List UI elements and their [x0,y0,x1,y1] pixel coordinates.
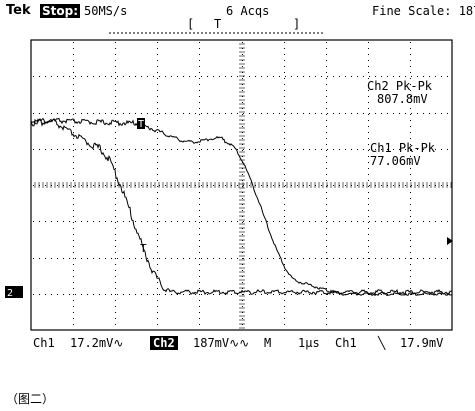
ch2-ground-marker[interactable] [5,286,23,298]
ch2-ground-marker-label: 2 [7,288,13,299]
ch2-measurement-value: 807.8mV [377,92,428,106]
ch2-scale: 187mV∿∿ [193,336,250,350]
ch2-label[interactable]: Ch2 [150,336,178,350]
status-bar: Tek Stop: 50MS/s 6 Acqs Fine Scale: 187m [0,0,475,22]
ch2-trace-t-marker [137,118,145,129]
fine-scale: Fine Scale: 187m [372,4,475,18]
acquisition-count: 6 Acqs [226,4,270,18]
ch1-waveform [30,118,453,296]
timebase-value: 1μs [298,336,320,350]
ch1-measurement-label: Ch1 Pk-Pk [370,141,436,155]
acquisition-mode[interactable]: Stop: [40,4,81,18]
brand-label: Tek [6,3,31,18]
trigger-source: Ch1 [335,336,357,350]
scope-display[interactable]: T T 2 [0,0,475,390]
graticule-grid [30,39,452,329]
ch1-measurement-value: 77.06mV [370,154,421,168]
bracket-left: [ [187,18,194,31]
trigger-level: 17.9mV [400,336,444,350]
ch2-measurement-label: Ch2 Pk-Pk [367,79,433,93]
ch2-trace-t-label: T [138,119,144,130]
sample-rate: 50MS/s [84,4,128,18]
trigger-level-arrow-icon[interactable] [447,237,453,245]
main-timebase-label: M [264,336,272,350]
trigger-slope-icon: ╲ [378,336,386,350]
ch2-waveform [30,117,453,297]
trigger-position-marker: T [214,18,221,31]
bracket-right: ] [293,18,300,31]
ch1-label[interactable]: Ch1 [33,336,55,350]
ch1-trace-t-marker: T [140,242,147,255]
figure-caption: （图二） [6,392,55,406]
trigger-position-bracket[interactable]: [ T ] [109,18,324,38]
ch1-scale: 17.2mV∿ [70,336,124,350]
